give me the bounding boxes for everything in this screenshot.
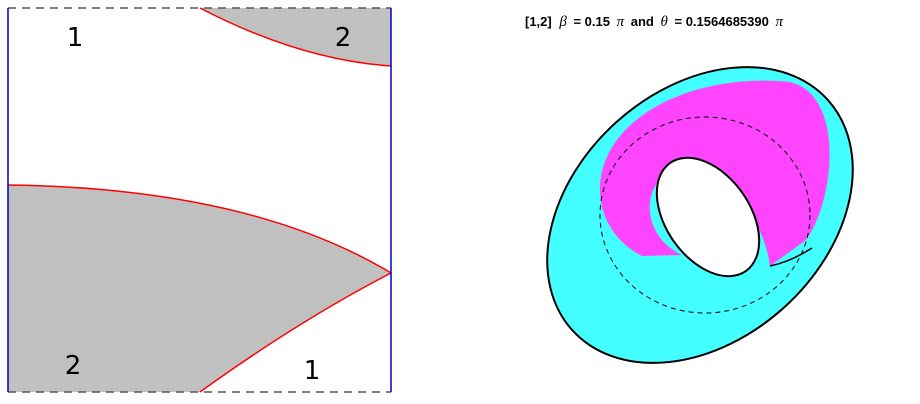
title-value: = 0.1564685390 bbox=[675, 14, 769, 29]
panel-title: [1,2] β = 0.15 π and θ = 0.1564685390 π bbox=[525, 14, 783, 30]
inner-hole bbox=[655, 156, 761, 278]
title-symbol: π bbox=[617, 14, 625, 30]
shaded-region bbox=[8, 185, 391, 392]
left-panel: 1 2 2 1 bbox=[7, 7, 393, 393]
title-value: = 0.15 bbox=[573, 14, 610, 29]
right-panel: [1,2] β = 0.15 π and θ = 0.1564685390 π bbox=[525, 14, 854, 364]
region-label: 2 bbox=[65, 351, 82, 381]
title-text: and bbox=[631, 14, 654, 29]
title-index: [1,2] bbox=[525, 14, 552, 29]
title-symbol: θ bbox=[661, 14, 669, 30]
region-label: 1 bbox=[67, 23, 84, 53]
title-symbol: π bbox=[775, 14, 783, 30]
boundary-curve bbox=[7, 184, 393, 393]
edge-curve bbox=[769, 247, 813, 267]
dashed-circle bbox=[599, 116, 811, 314]
region-label: 1 bbox=[304, 356, 321, 386]
title-symbol: β bbox=[558, 14, 567, 30]
region-label: 2 bbox=[335, 23, 352, 53]
shaded-region bbox=[200, 8, 391, 66]
boundary-curve bbox=[199, 7, 392, 67]
